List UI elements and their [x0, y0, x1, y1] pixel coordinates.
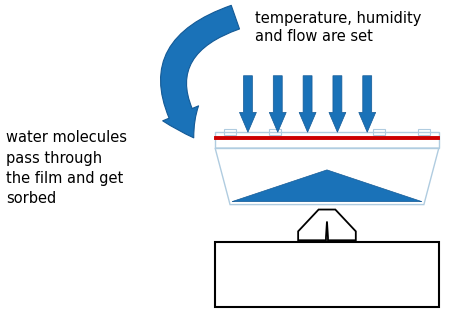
- Text: temperature, humidity
and flow are set: temperature, humidity and flow are set: [255, 11, 421, 44]
- Text: water molecules
pass through
the film and get
sorbed: water molecules pass through the film an…: [6, 130, 128, 206]
- Bar: [418, 129, 430, 135]
- Bar: [215, 132, 439, 148]
- FancyArrow shape: [269, 76, 286, 132]
- FancyArrow shape: [329, 76, 346, 132]
- Text: sample weight is
continuously measured: sample weight is continuously measured: [233, 257, 421, 293]
- Bar: [269, 129, 281, 135]
- Bar: [373, 129, 385, 135]
- FancyArrow shape: [299, 76, 316, 132]
- Bar: [215, 242, 439, 307]
- FancyArrow shape: [359, 76, 376, 132]
- Bar: [224, 129, 236, 135]
- Polygon shape: [232, 170, 422, 202]
- FancyArrowPatch shape: [161, 5, 239, 138]
- FancyArrow shape: [239, 76, 256, 132]
